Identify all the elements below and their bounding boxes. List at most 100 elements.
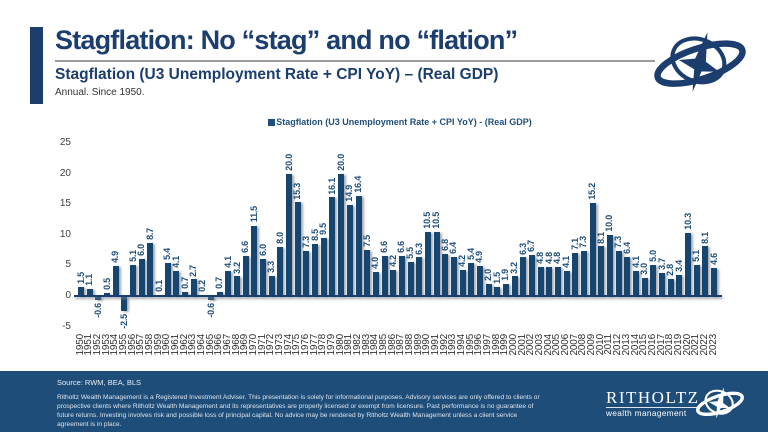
bar: [650, 265, 657, 296]
y-axis-tick: 25: [59, 137, 71, 148]
bar: [303, 251, 310, 296]
footer-logo-text: RITHOLTZ wealth management: [606, 389, 700, 418]
bar-value-label: 6.6: [379, 240, 390, 253]
bar-value-label: 4.1: [170, 256, 181, 268]
bar: [225, 270, 232, 296]
bar: [520, 257, 527, 296]
bar: [173, 270, 180, 296]
legend-label: Stagflation (U3 Unemployment Rate + CPI …: [276, 117, 532, 127]
bar: [424, 231, 431, 296]
bar-value-label: 10.5: [431, 212, 442, 229]
title-accent-bar: [30, 27, 43, 104]
bar-value-label: 8.1: [699, 231, 710, 244]
bar: [641, 277, 648, 296]
bar-value-label: 15.3: [292, 182, 303, 200]
bar: [234, 276, 241, 296]
bar-value-label: 3.2: [231, 261, 242, 274]
bar: [277, 247, 284, 296]
footer-band: Source: RWM, BEA, BLS Ritholtz Wealth Ma…: [0, 371, 768, 432]
bar: [554, 266, 561, 296]
bar-value-label: 4.0: [370, 256, 381, 269]
bar: [589, 202, 596, 296]
bar-value-label: 7.3: [578, 236, 589, 249]
bar-value-label: 6.4: [621, 241, 632, 254]
bar: [546, 266, 553, 296]
bar-value-label: 10.0: [604, 215, 615, 232]
bar-value-label: 1.1: [84, 274, 95, 287]
bar-value-label: 15.2: [587, 183, 598, 200]
bar: [476, 266, 483, 296]
legend-swatch-icon: [268, 119, 276, 126]
bar: [615, 251, 622, 296]
bar-value-label: 4.2: [387, 255, 398, 268]
disclaimer-text: Ritholtz Wealth Management is a Register…: [57, 394, 540, 428]
bar: [606, 234, 613, 296]
bar: [511, 276, 518, 296]
bar: [502, 284, 509, 296]
y-axis-tick: 15: [59, 198, 71, 210]
bar-value-label: -2.5: [118, 314, 129, 330]
bar-value-label: 16.1: [326, 177, 337, 195]
bar-value-label: 8.0: [274, 232, 285, 245]
y-axis-tick: -5: [62, 320, 71, 332]
bar: [242, 255, 249, 296]
bar: [676, 275, 683, 296]
bar-value-label: 6.0: [136, 244, 147, 257]
bar: [130, 264, 137, 296]
bar: [355, 195, 362, 296]
bar-value-label: 6.0: [257, 244, 268, 257]
bar: [390, 270, 397, 296]
bar-value-label: 3.2: [509, 261, 520, 274]
chart-legend: Stagflation (U3 Unemployment Rate + CPI …: [70, 117, 730, 127]
bar-value-label: 0.5: [101, 278, 112, 290]
page-title: Stagflation: No “stag” and no “flation”: [55, 25, 518, 55]
bar: [251, 225, 258, 296]
bar-value-label: -0.6: [92, 302, 103, 318]
bar-value-label: 6.7: [526, 240, 537, 252]
bar: [572, 252, 579, 296]
bar-value-label: 8.1: [595, 231, 606, 244]
bar: [364, 250, 371, 296]
bar: [320, 237, 327, 296]
bar: [329, 197, 336, 296]
bar-value-label: 4.9: [110, 251, 121, 264]
bar-value-label: 6.6: [240, 240, 251, 253]
bar: [312, 243, 319, 296]
bar: [121, 296, 128, 312]
bar-value-label: -0.6: [205, 302, 216, 318]
bar: [563, 270, 570, 296]
y-axis-tick: 10: [59, 228, 71, 240]
bar-value-label: 3.0: [639, 262, 650, 275]
footer-logo: RITHOLTZ wealth management: [606, 381, 746, 425]
source-note: Source: RWM, BEA, BLS: [57, 378, 142, 387]
bar: [537, 266, 544, 296]
bar: [338, 173, 345, 296]
bar-value-label: 4.6: [708, 252, 719, 265]
bar: [633, 270, 639, 296]
bar: [294, 202, 301, 296]
bar: [190, 279, 197, 296]
x-axis-line: [74, 295, 722, 297]
gyroscope-compass-icon: [654, 32, 746, 92]
bar: [86, 289, 93, 296]
bar: [182, 291, 189, 296]
bar: [147, 242, 154, 296]
y-axis-tick: 5: [65, 259, 71, 271]
bar: [693, 264, 700, 296]
bar: [138, 259, 145, 296]
bar: [268, 275, 275, 296]
bar: [407, 262, 414, 296]
bar: [485, 283, 492, 296]
chart-subnote: Annual. Since 1950.: [55, 87, 145, 98]
bar-value-label: 20.0: [335, 153, 346, 171]
bar: [459, 270, 466, 296]
bar-value-label: 0.7: [179, 276, 190, 289]
bar: [372, 271, 379, 296]
bar: [442, 254, 449, 296]
bar: [112, 266, 119, 296]
bar: [208, 296, 215, 300]
bar: [468, 262, 475, 296]
bar-value-label: 9.5: [318, 222, 329, 235]
